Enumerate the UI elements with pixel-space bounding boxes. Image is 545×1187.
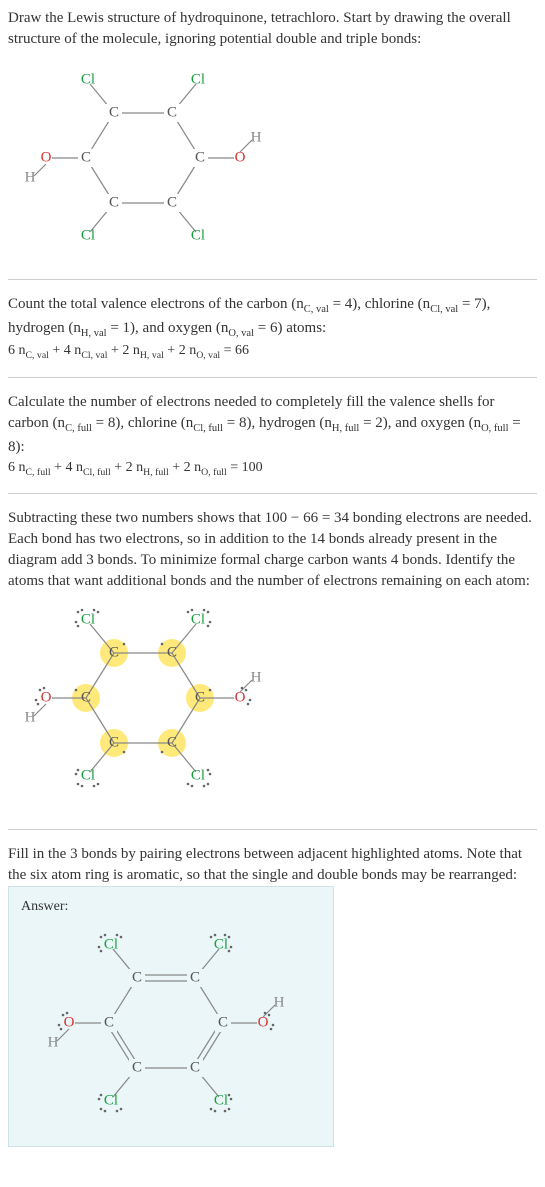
atom-c: C bbox=[109, 104, 119, 120]
separator bbox=[8, 493, 537, 494]
answer-cl-lonepairs bbox=[98, 933, 233, 1112]
atom-c: C bbox=[81, 690, 91, 706]
atom-c: C bbox=[109, 735, 119, 751]
atom-c: C bbox=[104, 1014, 114, 1030]
formula1: 6 nC, val + 4 nCl, val + 2 nH, val + 2 n… bbox=[8, 341, 537, 363]
diagram-svg-2: C C C C C C Cl Cl Cl Cl O H O H bbox=[8, 598, 278, 808]
atom-o: O bbox=[235, 149, 246, 165]
separator bbox=[8, 377, 537, 378]
atom-o: O bbox=[64, 1014, 75, 1030]
atom-o: O bbox=[41, 690, 52, 706]
atom-cl: Cl bbox=[191, 71, 205, 87]
step3: Calculate the number of electrons needed… bbox=[8, 392, 537, 479]
atom-c: C bbox=[218, 1014, 228, 1030]
atom-o: O bbox=[41, 149, 52, 165]
answer-box: Answer: bbox=[8, 886, 334, 1147]
atom-h: H bbox=[274, 994, 285, 1010]
atom-c: C bbox=[190, 1059, 200, 1075]
atom-c: C bbox=[132, 1059, 142, 1075]
atom-h: H bbox=[25, 710, 36, 726]
atom-c: C bbox=[81, 149, 91, 165]
atom-h: H bbox=[251, 670, 262, 686]
atom-cl: Cl bbox=[104, 936, 118, 952]
atom-c: C bbox=[195, 690, 205, 706]
atom-cl: Cl bbox=[81, 768, 95, 784]
atom-cl: Cl bbox=[191, 768, 205, 784]
atom-c: C bbox=[167, 645, 177, 661]
separator bbox=[8, 279, 537, 280]
atom-cl: Cl bbox=[81, 227, 95, 243]
atom-h: H bbox=[48, 1034, 59, 1050]
formula2: 6 nC, full + 4 nCl, full + 2 nH, full + … bbox=[8, 458, 537, 480]
answer-label: Answer: bbox=[21, 897, 321, 917]
atom-c: C bbox=[132, 969, 142, 985]
atom-cl: Cl bbox=[104, 1092, 118, 1108]
atom-cl: Cl bbox=[214, 936, 228, 952]
separator bbox=[8, 829, 537, 830]
atom-o: O bbox=[258, 1014, 269, 1030]
intro-text: Draw the Lewis structure of hydroquinone… bbox=[8, 8, 537, 50]
lonepair-diagram: C C C C C C Cl Cl Cl Cl O H O H bbox=[8, 598, 537, 815]
step2-text: Count the total valence electrons of the… bbox=[8, 294, 537, 341]
step4-text: Subtracting these two numbers shows that… bbox=[8, 508, 537, 592]
atom-c: C bbox=[109, 194, 119, 210]
step5-text: Fill in the 3 bonds by pairing electrons… bbox=[8, 844, 537, 886]
atom-c: C bbox=[167, 735, 177, 751]
atom-cl: Cl bbox=[214, 1092, 228, 1108]
atom-h: H bbox=[25, 169, 36, 185]
atom-cl: Cl bbox=[191, 227, 205, 243]
atom-c: C bbox=[195, 149, 205, 165]
diagram-svg-answer: C C C C C C Cl Cl Cl Cl O H O H bbox=[21, 923, 321, 1133]
diagram-svg-1: C C C C C C Cl Cl Cl Cl O H O H bbox=[8, 58, 278, 258]
step2: Count the total valence electrons of the… bbox=[8, 294, 537, 363]
answer-o-lonepairs bbox=[58, 1011, 275, 1030]
atom-o: O bbox=[235, 690, 246, 706]
atom-c: C bbox=[190, 969, 200, 985]
atom-cl: Cl bbox=[81, 612, 95, 628]
atom-c: C bbox=[167, 104, 177, 120]
atom-c: C bbox=[109, 645, 119, 661]
step5: Fill in the 3 bonds by pairing electrons… bbox=[8, 844, 537, 1147]
atom-cl: Cl bbox=[81, 71, 95, 87]
atom-c: C bbox=[167, 194, 177, 210]
o-lonepairs bbox=[35, 687, 252, 706]
atom-h: H bbox=[251, 129, 262, 145]
step3-text: Calculate the number of electrons needed… bbox=[8, 392, 537, 458]
atom-cl: Cl bbox=[191, 612, 205, 628]
step4: Subtracting these two numbers shows that… bbox=[8, 508, 537, 815]
skeleton-diagram: C C C C C C Cl Cl Cl Cl O H O H bbox=[8, 58, 537, 265]
